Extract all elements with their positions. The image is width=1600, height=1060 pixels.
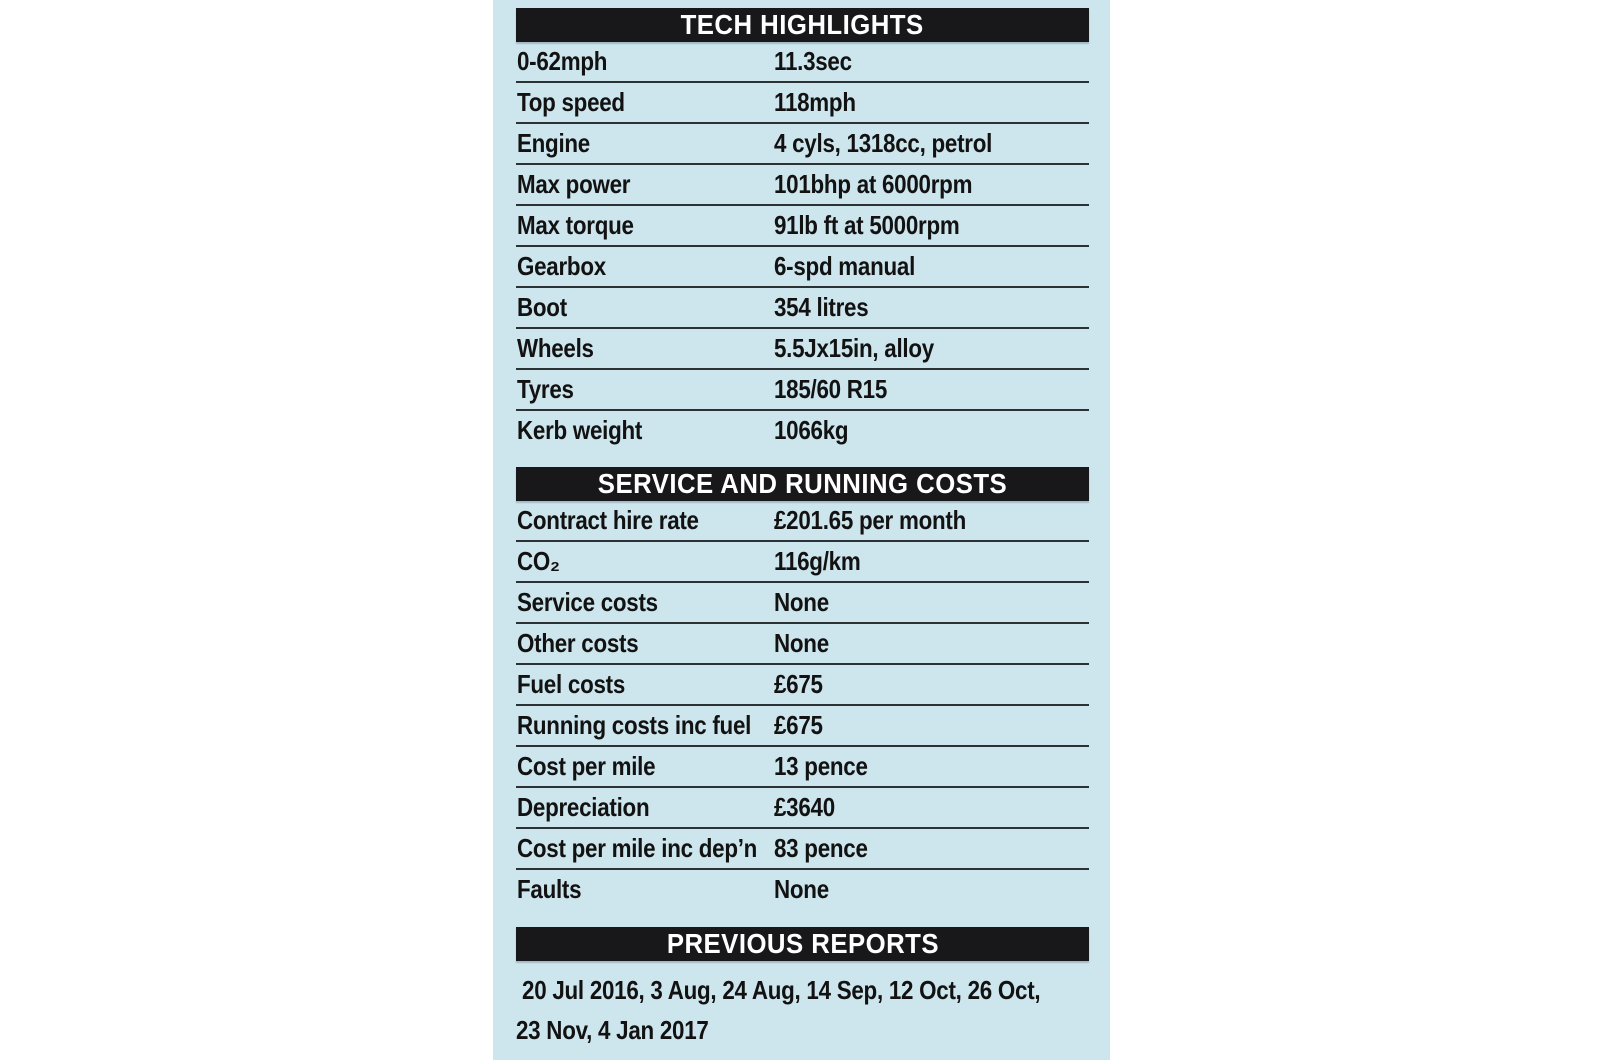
- row-label: Faults: [517, 874, 582, 904]
- section-header-tech-highlights: TECH HIGHLIGHTS: [516, 8, 1089, 42]
- row-label: Fuel costs: [517, 669, 626, 699]
- spec-row-gearbox: Gearbox 6-spd manual: [516, 247, 1089, 288]
- row-label: Cost per mile inc dep’n: [517, 833, 758, 863]
- row-label: Max power: [517, 169, 631, 199]
- previous-reports-line: 20 Jul 2016, 3 Aug, 24 Aug, 14 Sep, 12 O…: [522, 975, 1041, 1005]
- row-value: 13 pence: [774, 751, 868, 781]
- spec-row-other-costs: Other costs None: [516, 624, 1089, 665]
- row-value: 5.5Jx15in, alloy: [774, 333, 934, 363]
- spec-row-depreciation: Depreciation £3640: [516, 788, 1089, 829]
- row-value: 83 pence: [774, 833, 868, 863]
- row-value: None: [774, 628, 829, 658]
- section-title: PREVIOUS REPORTS: [666, 928, 939, 959]
- spec-row-max-power: Max power 101bhp at 6000rpm: [516, 165, 1089, 206]
- spec-row-cost-per-mile: Cost per mile 13 pence: [516, 747, 1089, 788]
- row-label: Other costs: [517, 628, 639, 658]
- row-label: Top speed: [517, 87, 625, 117]
- row-label: Cost per mile: [517, 751, 656, 781]
- spec-row-co2: CO₂ 116g/km: [516, 542, 1089, 583]
- spec-row-engine: Engine 4 cyls, 1318cc, petrol: [516, 124, 1089, 165]
- row-value: £3640: [774, 792, 835, 822]
- spec-row-fuel-costs: Fuel costs £675: [516, 665, 1089, 706]
- section-header-service-running-costs: SERVICE AND RUNNING COSTS: [516, 467, 1089, 501]
- row-label: Max torque: [517, 210, 634, 240]
- spec-row-service-costs: Service costs None: [516, 583, 1089, 624]
- row-value: 354 litres: [774, 292, 869, 322]
- row-value: 116g/km: [774, 546, 861, 576]
- row-label: Wheels: [517, 333, 594, 363]
- row-label: Running costs inc fuel: [517, 710, 752, 740]
- row-value: 185/60 R15: [774, 374, 888, 404]
- spec-row-wheels: Wheels 5.5Jx15in, alloy: [516, 329, 1089, 370]
- row-value: 101bhp at 6000rpm: [774, 169, 973, 199]
- row-value: 118mph: [774, 87, 856, 117]
- row-label: Tyres: [517, 374, 574, 404]
- row-value: £675: [774, 669, 823, 699]
- previous-reports-line: 23 Nov, 4 Jan 2017: [516, 1015, 709, 1045]
- spec-row-contract-hire-rate: Contract hire rate £201.65 per month: [516, 501, 1089, 542]
- section-title: TECH HIGHLIGHTS: [680, 9, 925, 40]
- spec-panel-content: TECH HIGHLIGHTS 0-62mph 11.3sec Top spee…: [516, 0, 1089, 1050]
- row-label: Contract hire rate: [517, 505, 699, 535]
- row-label: Service costs: [517, 587, 658, 617]
- row-value: None: [774, 587, 829, 617]
- row-value: 6-spd manual: [774, 251, 916, 281]
- spec-row-kerb-weight: Kerb weight 1066kg: [516, 411, 1089, 452]
- row-label: Gearbox: [517, 251, 606, 281]
- spec-row-tyres: Tyres 185/60 R15: [516, 370, 1089, 411]
- row-value: £675: [774, 710, 823, 740]
- section-title: SERVICE AND RUNNING COSTS: [597, 468, 1008, 499]
- row-label: 0-62mph: [517, 46, 608, 76]
- previous-reports-text: 20 Jul 2016, 3 Aug, 24 Aug, 14 Sep, 12 O…: [516, 961, 1089, 1050]
- spec-row-0-62mph: 0-62mph 11.3sec: [516, 42, 1089, 83]
- row-label: Kerb weight: [517, 415, 643, 445]
- spec-row-boot: Boot 354 litres: [516, 288, 1089, 329]
- spec-row-faults: Faults None: [516, 870, 1089, 911]
- row-value: 4 cyls, 1318cc, petrol: [774, 128, 993, 158]
- section-header-previous-reports: PREVIOUS REPORTS: [516, 927, 1089, 961]
- row-label: Boot: [517, 292, 567, 322]
- spec-row-cost-per-mile-inc-depn: Cost per mile inc dep’n 83 pence: [516, 829, 1089, 870]
- row-value: 91lb ft at 5000rpm: [774, 210, 960, 240]
- row-value: None: [774, 874, 829, 904]
- spec-panel: TECH HIGHLIGHTS 0-62mph 11.3sec Top spee…: [493, 0, 1110, 1060]
- row-label: Engine: [517, 128, 590, 158]
- row-label: Depreciation: [517, 792, 650, 822]
- row-value: 1066kg: [774, 415, 849, 445]
- row-label: CO₂: [517, 546, 560, 576]
- spec-row-max-torque: Max torque 91lb ft at 5000rpm: [516, 206, 1089, 247]
- row-value: £201.65 per month: [774, 505, 966, 535]
- spec-row-running-costs-inc-fuel: Running costs inc fuel £675: [516, 706, 1089, 747]
- row-value: 11.3sec: [774, 46, 852, 76]
- spec-row-top-speed: Top speed 118mph: [516, 83, 1089, 124]
